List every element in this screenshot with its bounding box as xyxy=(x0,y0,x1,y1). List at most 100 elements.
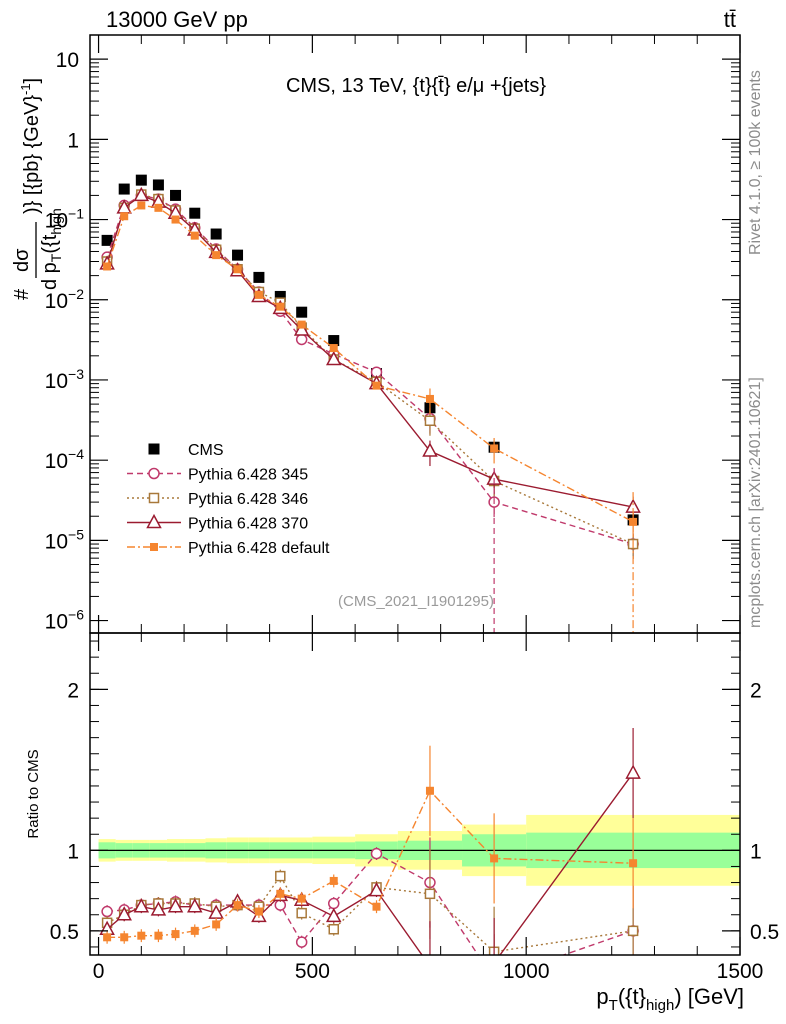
data-point xyxy=(233,265,242,274)
ylabel-dp: d p xyxy=(39,262,61,290)
rivet-label: Rivet 4.1.0, ≥ 100k events xyxy=(747,70,764,255)
ratio-line xyxy=(107,852,634,955)
data-point xyxy=(187,898,203,913)
data-point xyxy=(372,902,381,911)
y-tick-label: 10 xyxy=(56,49,79,72)
x-tick-label: 1000 xyxy=(503,960,550,983)
data-point xyxy=(133,186,150,202)
ratio-line xyxy=(106,772,634,955)
data-point xyxy=(424,888,436,900)
y-tick-base: 10 xyxy=(45,611,68,634)
y-tick-label: 10−6 xyxy=(45,607,85,634)
ratio-panel-frame xyxy=(89,632,741,956)
data-point xyxy=(297,894,306,903)
data-point xyxy=(152,179,164,191)
legend-item-cms: CMS xyxy=(148,442,224,459)
y-tick-label: 10−1 xyxy=(45,206,85,233)
site-label: mcplots.cern.ch [arXiv:2401.10621] xyxy=(747,377,764,628)
data-point xyxy=(276,302,285,311)
y-tick-base: 10 xyxy=(45,290,68,313)
y-tick-base: 10 xyxy=(45,210,68,233)
data-point xyxy=(296,907,307,919)
series-p345 xyxy=(101,189,639,560)
x-axis: 0 500 1000 1500 xyxy=(93,35,763,983)
ratio-line xyxy=(107,789,634,938)
data-point xyxy=(212,251,221,260)
data-point xyxy=(293,321,310,336)
ratio-tick-label: 0.5 xyxy=(50,921,79,944)
legend-item-p345: Pythia 6.428 345 xyxy=(127,467,308,484)
ylabel-high: high xyxy=(48,208,64,234)
svg-text:#: # xyxy=(11,288,33,300)
ylabel-dsigma: dσ xyxy=(11,248,33,272)
data-point xyxy=(233,901,242,910)
data-point xyxy=(148,492,160,504)
data-point xyxy=(137,931,146,940)
y-tick-label: 10−4 xyxy=(45,446,85,473)
y-tick-exp: −2 xyxy=(68,286,84,302)
data-point xyxy=(424,415,436,427)
data-point xyxy=(135,174,147,186)
ratio-tick-label-right: 1 xyxy=(750,840,762,863)
data-point xyxy=(328,897,340,910)
main-y-axis-label: # dσ d pT({thigh )} [{pb} {GeV}-1] xyxy=(11,78,64,300)
data-point xyxy=(295,333,308,346)
chart-title: CMS, 13 TeV, {t}{t̄} e/μ +{jets} xyxy=(286,75,546,97)
ylabel-T: T xyxy=(48,253,64,262)
data-point xyxy=(190,926,199,935)
data-point xyxy=(629,859,638,868)
y-tick-base: 10 xyxy=(45,450,68,473)
data-point xyxy=(154,931,163,940)
data-point xyxy=(625,764,641,779)
xlabel-unit: ) [GeV] xyxy=(674,984,744,1009)
data-point xyxy=(103,262,112,271)
xlabel-t: ({t} xyxy=(618,984,646,1009)
ylabel-t: ({t xyxy=(39,234,61,253)
legend-label: Pythia 6.428 370 xyxy=(188,516,308,533)
y-tick-exp: −5 xyxy=(68,526,84,542)
data-point xyxy=(296,306,308,318)
legend-item-pdef: Pythia 6.428 default xyxy=(127,540,330,557)
y-tick-exp: −4 xyxy=(68,446,84,462)
ylabel-units: )} [{pb} {GeV} xyxy=(21,95,43,214)
data-point xyxy=(150,543,158,551)
data-point xyxy=(133,898,150,913)
data-point xyxy=(101,234,113,246)
legend-label: CMS xyxy=(188,442,224,459)
data-point xyxy=(328,923,339,935)
y-tick-exp: −1 xyxy=(68,206,84,222)
ylabel-close: ] xyxy=(21,78,43,84)
data-point xyxy=(116,906,132,921)
data-point xyxy=(189,207,201,219)
ratio-y-axis: 0.5 0.5 1 1 2 2 xyxy=(50,640,779,948)
x-axis-label: pT({t}high) [GeV] xyxy=(596,984,744,1014)
x-tick-label: 500 xyxy=(295,960,330,983)
legend: CMS Pythia 6.428 345 Pythia 6.428 346 Pythi… xyxy=(127,442,330,557)
data-point xyxy=(137,201,146,210)
data-point xyxy=(325,350,342,366)
data-point xyxy=(154,203,163,212)
data-point xyxy=(490,444,499,453)
svg-text:)} [{pb} {GeV}-1]: )} [{pb} {GeV}-1] xyxy=(18,78,43,214)
data-point xyxy=(297,320,306,329)
x-tick-label: 0 xyxy=(93,960,105,983)
data-point xyxy=(425,786,434,795)
data-point xyxy=(490,854,499,863)
data-point xyxy=(232,249,244,261)
main-series-layer xyxy=(99,174,641,633)
data-point xyxy=(146,513,162,529)
data-point xyxy=(325,907,342,923)
legend-label: Pythia 6.428 345 xyxy=(188,467,308,484)
data-point xyxy=(368,882,385,897)
data-point xyxy=(212,920,221,929)
xlabel-T: T xyxy=(609,997,618,1014)
ratio-tick-label-right: 2 xyxy=(750,679,762,702)
svg-text:dσ: dσ xyxy=(11,248,33,272)
data-point xyxy=(329,876,338,885)
y-tick-label: 10−3 xyxy=(45,366,85,393)
legend-item-p346: Pythia 6.428 346 xyxy=(127,491,308,508)
data-point xyxy=(254,907,263,916)
series-cms xyxy=(101,174,639,526)
y-tick-base: 10 xyxy=(45,370,68,393)
y-tick-label: 10−5 xyxy=(45,526,85,553)
